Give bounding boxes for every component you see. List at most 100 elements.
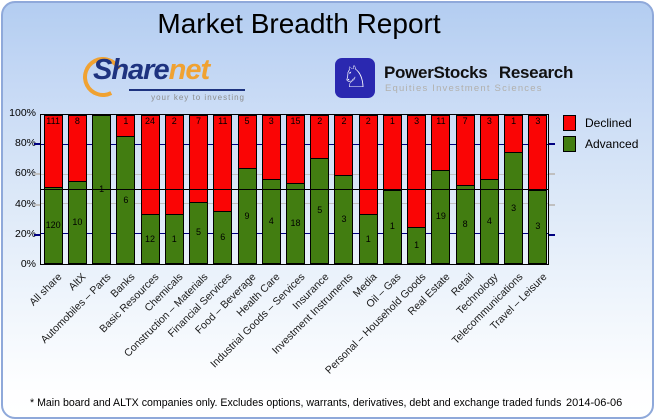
bar-advanced-segment: 3 [334,174,354,264]
bar-advanced-segment: 10 [67,181,87,264]
bar-value-label: 9 [244,210,250,221]
bar-value-label: 1 [414,239,420,250]
bar-declined-segment: 5 [237,115,257,169]
x-axis-category-label: All share [27,271,65,309]
bar-value-label: 111 [46,116,60,126]
bar-declined-segment: 1 [382,115,402,190]
bar-declined-segment: 7 [455,115,475,185]
bar-value-label: 3 [535,116,541,126]
legend-advanced-swatch [563,136,576,152]
bar-declined-segment: 2 [310,115,330,158]
bar-advanced-segment: 1 [164,214,184,264]
bar: 15 18 [286,115,305,264]
bar-value-label: 2 [317,116,323,126]
bar-declined-segment: 11 [431,115,451,170]
bar: 1 [92,115,112,264]
bar-value-label: 4 [486,215,492,226]
axis-tick-mark-left [34,203,40,206]
axis-tick-mark-right [549,203,555,206]
powerstocks-badge: ♘ [335,58,375,98]
bar-value-label: 1 [511,116,517,126]
bar-advanced-segment: 3 [504,152,524,264]
bar-advanced-segment: 12 [140,214,160,264]
bar-value-label: 3 [486,116,492,126]
bar-advanced-segment: 6 [116,136,136,264]
bar-declined-segment: 7 [189,115,209,202]
report-date: 2014-06-06 [566,397,623,409]
bar-advanced-segment: 5 [310,157,330,264]
breadth-chart: 1111208101162412217511659341518252321113… [3,3,652,417]
bar-declined-segment: 3 [528,115,548,190]
bar-value-label: 3 [341,213,347,224]
bar-value-label: 120 [45,219,61,230]
legend-item-declined: Declined [563,115,638,131]
bar-advanced-segment: 3 [528,189,548,264]
sharenet-wordmark-net: net [168,54,210,86]
bar-advanced-segment: 1 [382,189,402,264]
bar-advanced-segment: 4 [261,178,281,264]
y-axis-tick-label: 0% [20,258,36,270]
bar-value-label: 12 [145,233,156,244]
reference-line-50pct [41,188,548,190]
axis-tick-mark-left [34,173,40,176]
legend-label-declined: Declined [585,116,632,130]
bar-declined-segment: 1 [116,115,136,137]
sharenet-wordmark-share: Share [93,54,170,86]
y-axis-tick-label: 80% [14,137,36,150]
bar-declined-segment: 2 [358,115,378,215]
bar-declined-segment: 8 [67,115,87,182]
y-axis-tick-label: 60% [14,167,36,180]
bar-declined-segment: 11 [213,115,233,212]
axis-tick-mark-left [34,143,40,146]
legend: Declined Advanced [563,115,638,157]
bar-value-label: 2 [365,116,371,126]
bar: 11 19 [431,115,451,264]
bar-value-label: 6 [220,232,226,243]
bar-value-label: 5 [317,205,323,216]
bar-declined-segment: 3 [261,115,281,179]
powerstocks-logo: ♘ PowerStocks Research Equities Investme… [335,57,573,105]
bar-value-label: 18 [290,217,301,228]
bar-advanced-segment: 9 [237,168,257,264]
bar: 11 6 [213,115,233,264]
bar: 24 12 [140,115,160,264]
bar-value-label: 2 [341,116,347,126]
bar-value-label: 1 [171,233,177,244]
bar-advanced-segment: 4 [479,178,499,264]
bar-value-label: 4 [268,215,274,226]
bar-advanced-segment: 1 [92,115,112,264]
sharenet-logo: Sharenet your key to investing [77,51,251,106]
bar-declined-segment: 111 [43,115,63,187]
bar-advanced-segment: 19 [431,169,451,264]
bar-declined-segment: 1 [504,115,524,153]
axis-tick-mark-right [549,143,555,146]
page-title: Market Breadth Report [157,8,441,39]
y-axis-tick-label: 100% [9,107,36,119]
bar-declined-segment: 2 [334,115,354,175]
bar-value-label: 1 [365,233,371,244]
bar-advanced-segment: 18 [286,182,305,264]
bar: 8 10 [67,115,87,264]
bar-value-label: 11 [436,116,446,126]
bar-value-label: 8 [74,116,80,126]
sharenet-underline [129,89,245,91]
bar-advanced-segment: 1 [407,226,427,264]
bar-declined-segment: 2 [164,115,184,215]
bar-value-label: 11 [218,116,228,126]
bar-value-label: 3 [535,221,541,232]
bar-advanced-segment: 1 [358,214,378,264]
bar-declined-segment: 3 [479,115,499,179]
